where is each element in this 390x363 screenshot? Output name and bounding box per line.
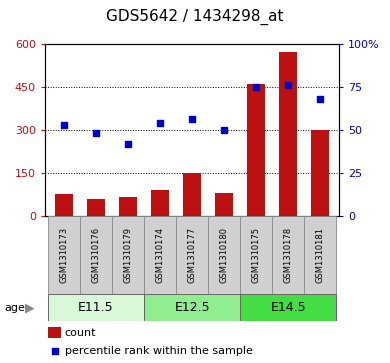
Bar [279, 52, 297, 216]
Bar [144, 294, 240, 321]
Point [253, 84, 259, 90]
Point [157, 120, 163, 126]
Bar [215, 193, 233, 216]
Text: age: age [4, 303, 25, 313]
Bar [48, 294, 144, 321]
Text: GSM1310180: GSM1310180 [220, 227, 229, 283]
Text: count: count [65, 328, 96, 338]
Text: GSM1310181: GSM1310181 [316, 227, 324, 283]
Point [221, 127, 227, 132]
Text: GSM1310174: GSM1310174 [156, 227, 165, 283]
Bar [240, 216, 272, 294]
Text: E12.5: E12.5 [174, 301, 210, 314]
Bar [119, 197, 137, 216]
Bar [176, 216, 208, 294]
Text: GSM1310177: GSM1310177 [188, 227, 197, 283]
Bar [272, 216, 304, 294]
Bar [48, 216, 80, 294]
Point [61, 122, 67, 127]
Bar [112, 216, 144, 294]
Bar [55, 195, 73, 216]
Bar [183, 173, 201, 216]
Bar [151, 190, 169, 216]
Text: E14.5: E14.5 [270, 301, 306, 314]
Point [125, 140, 131, 146]
Bar [311, 130, 329, 216]
Text: ▶: ▶ [25, 301, 35, 314]
Bar [304, 216, 336, 294]
Bar [240, 294, 336, 321]
Point [189, 117, 195, 122]
Text: GSM1310179: GSM1310179 [124, 227, 133, 283]
Text: GSM1310178: GSM1310178 [284, 227, 292, 283]
Text: percentile rank within the sample: percentile rank within the sample [65, 346, 253, 356]
Text: GDS5642 / 1434298_at: GDS5642 / 1434298_at [106, 9, 284, 25]
Bar [87, 199, 105, 216]
Bar [80, 216, 112, 294]
Bar [247, 84, 265, 216]
Point [93, 130, 99, 136]
Bar [208, 216, 240, 294]
Point [285, 82, 291, 88]
Text: E11.5: E11.5 [78, 301, 114, 314]
Bar [144, 216, 176, 294]
Text: GSM1310175: GSM1310175 [252, 227, 261, 283]
Point [317, 96, 323, 102]
Text: GSM1310173: GSM1310173 [60, 227, 69, 283]
Point [51, 348, 58, 354]
Text: GSM1310176: GSM1310176 [92, 227, 101, 283]
Bar [48, 327, 61, 338]
